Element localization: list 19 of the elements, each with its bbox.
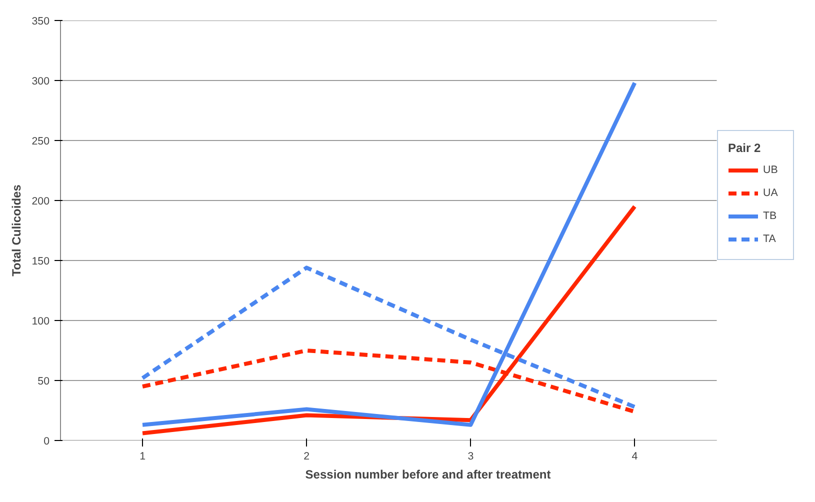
legend-label: TB (763, 210, 778, 222)
x-tick-label: 4 (632, 450, 638, 462)
x-tick-label: 3 (468, 450, 474, 462)
y-tick-label: 350 (32, 16, 50, 28)
legend-label: UB (763, 164, 779, 176)
y-tick-label: 50 (38, 376, 50, 388)
y-axis-title: Total Culicoides (10, 184, 24, 276)
legend-label: UA (763, 187, 779, 199)
x-tick-label: 1 (140, 450, 146, 462)
x-axis-title: Session number before and after treatment (305, 468, 551, 482)
y-tick-label: 300 (32, 76, 50, 88)
y-tick-label: 0 (44, 436, 50, 448)
x-tick-label: 2 (304, 450, 310, 462)
y-tick-label: 150 (32, 256, 50, 268)
y-tick-label: 100 (32, 316, 50, 328)
legend-label: TA (763, 233, 777, 245)
legend-title: Pair 2 (728, 141, 762, 155)
y-tick-label: 200 (32, 196, 50, 208)
y-tick-label: 250 (32, 136, 50, 148)
